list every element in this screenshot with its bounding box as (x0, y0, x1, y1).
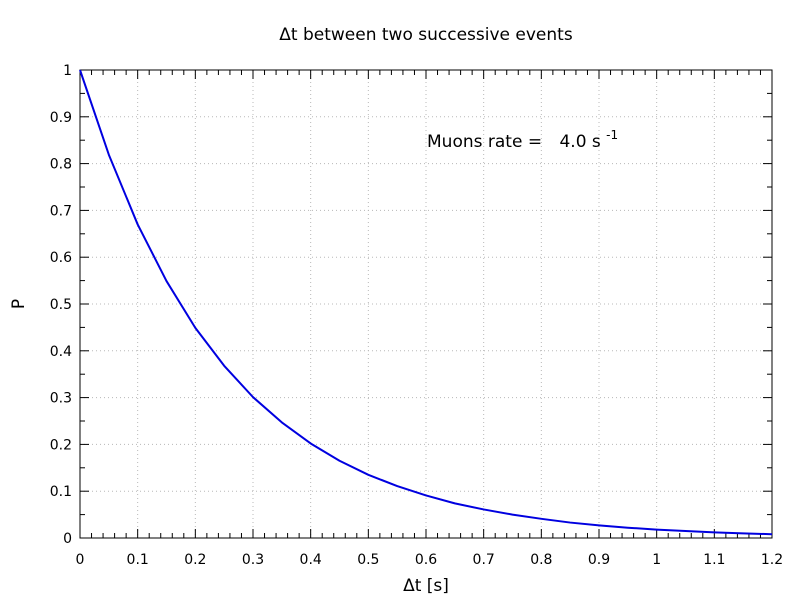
x-tick-label: 0.8 (530, 552, 552, 568)
annotation-superscript: -1 (606, 128, 618, 142)
grid-lines (80, 70, 772, 538)
y-tick-label: 0.7 (50, 203, 72, 219)
axis-ticks (79, 69, 773, 539)
annotation-label: Muons rate = (427, 132, 547, 152)
x-tick-label: 0.3 (242, 552, 264, 568)
x-tick-label: 0.5 (357, 552, 379, 568)
series-line (79, 69, 773, 536)
y-tick-label: 0.1 (50, 484, 72, 500)
x-tick-label: 1.1 (703, 552, 725, 568)
y-tick-label: 1 (63, 63, 72, 79)
x-tick-label: 0.2 (184, 552, 206, 568)
muons-rate-annotation: Muons rate = 4.0 s -1 (427, 128, 618, 152)
x-tick-label: 1 (652, 552, 661, 568)
y-tick-label: 0.4 (50, 344, 72, 360)
x-tick-label: 0.1 (127, 552, 149, 568)
x-tick-label: 1.2 (761, 552, 783, 568)
y-tick-label: 0.2 (50, 437, 72, 453)
y-tick-label: 0.6 (50, 250, 72, 266)
x-tick-label: 0 (76, 552, 85, 568)
y-tick-label: 0.8 (50, 157, 72, 173)
y-tick-label: 0.3 (50, 391, 72, 407)
y-tick-label: 0.5 (50, 297, 72, 313)
chart-title: Δt between two successive events (279, 25, 573, 45)
x-tick-label: 0.4 (300, 552, 322, 568)
y-axis-label: P (9, 299, 29, 309)
x-tick-label: 0.7 (473, 552, 495, 568)
y-tick-label: 0 (63, 531, 72, 547)
x-tick-label: 0.9 (588, 552, 610, 568)
x-axis-label: Δt [s] (403, 576, 449, 596)
y-tick-label: 0.9 (50, 110, 72, 126)
plot-frame (79, 69, 773, 539)
x-tick-label: 0.6 (415, 552, 437, 568)
tick-labels: 0 0.1 0.2 0.3 0.4 0.5 0.6 0.7 0.8 0.9 1 1.1 1.2 0 0.1 0… (50, 63, 783, 568)
annotation-value: 4.0 s (559, 132, 600, 152)
